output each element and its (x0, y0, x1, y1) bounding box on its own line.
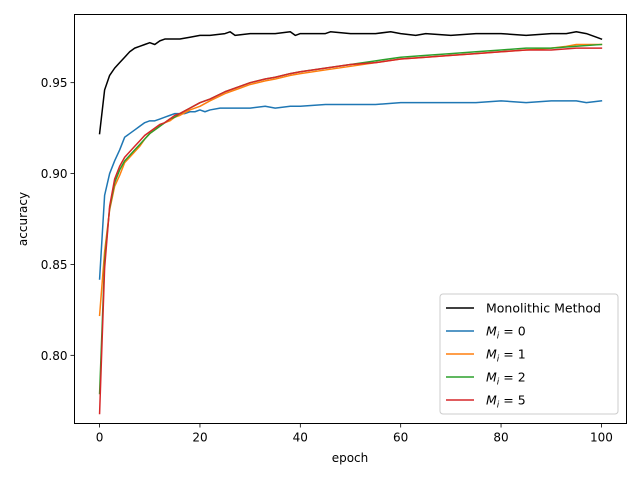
x-tick-label: 80 (493, 431, 508, 445)
series-layer (98, 31, 603, 415)
y-tick-label: 0.85 (41, 258, 68, 272)
legend: Monolithic Method Mi = 0 Mi = 1 Mi = 2 Mi = … (439, 293, 619, 415)
x-axis-label: epoch (332, 451, 369, 465)
x-axis-ticks: 0 20 40 60 80 100 (96, 423, 613, 445)
y-tick-label: 0.95 (41, 76, 68, 90)
y-tick-label: 0.90 (41, 167, 68, 181)
y-axis-ticks: 0.80 0.85 0.90 0.95 (41, 76, 75, 363)
x-tick-label: 60 (393, 431, 408, 445)
x-tick-label: 0 (96, 431, 104, 445)
legend-label-1: Mi = 0 (486, 324, 526, 342)
series-line-4 (98, 47, 603, 415)
legend-label-4: Mi = 5 (486, 393, 526, 411)
x-tick-label: 100 (590, 431, 613, 445)
y-axis-label: accuracy (16, 192, 30, 246)
legend-items: Monolithic Method Mi = 0 Mi = 1 Mi = 2 Mi = … (446, 301, 601, 411)
plot-area-frame (74, 14, 627, 424)
x-tick-label: 20 (192, 431, 207, 445)
series-line-2 (98, 43, 603, 317)
y-tick-label: 0.80 (41, 349, 68, 363)
legend-label-0: Monolithic Method (486, 301, 601, 316)
series-line-1 (98, 100, 603, 280)
legend-label-3: Mi = 2 (486, 370, 526, 388)
legend-label-2: Mi = 1 (486, 347, 526, 365)
series-line-0 (98, 31, 603, 135)
x-tick-label: 40 (293, 431, 308, 445)
legend-frame (439, 293, 619, 415)
